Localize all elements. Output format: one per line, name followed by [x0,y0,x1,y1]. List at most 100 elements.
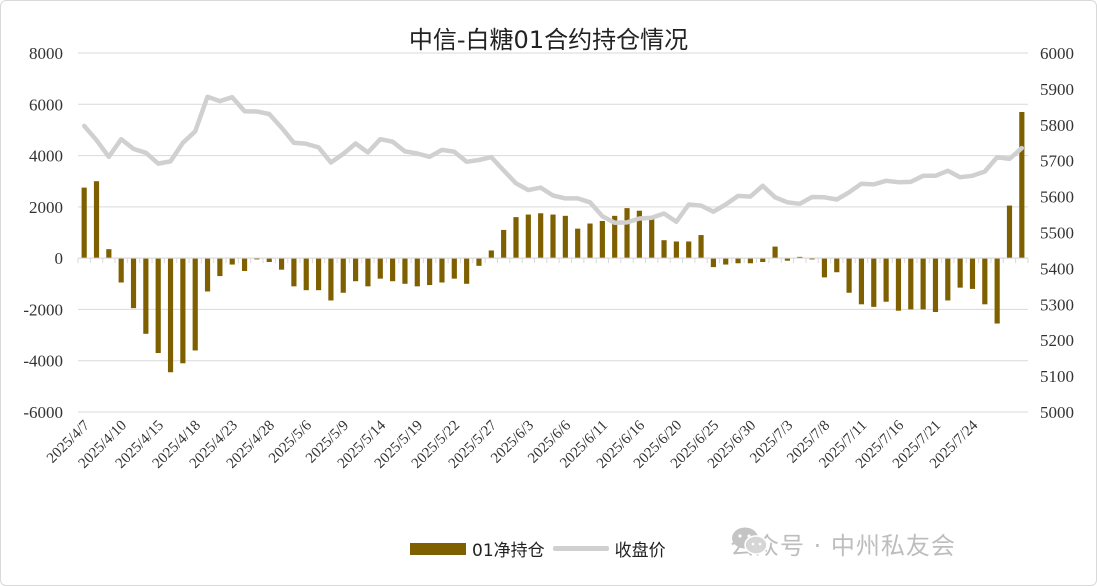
net-position-bar [895,258,902,311]
net-position-bar [414,258,420,287]
legend-swatch-close-price [552,546,609,551]
net-position-bar [1006,205,1013,259]
net-position-bar [291,258,297,287]
net-position-bar [328,258,334,301]
y-right-tick-label: 5800 [1040,116,1074,135]
watermark: 公众号 · 中州私友会 [730,526,956,561]
net-position-bar [575,228,581,259]
net-position-bar [710,258,716,268]
net-position-bar [204,258,211,292]
y-left-tick-label: -6000 [23,403,63,422]
net-position-bar [439,258,445,283]
y-right-tick-label: 5900 [1040,80,1074,99]
net-position-bar [784,258,791,261]
net-position-bar [883,258,889,302]
net-position-bar [106,249,112,259]
net-position-bar [550,214,556,259]
net-position-bar [377,258,383,279]
net-position-bar [488,250,494,259]
net-position-bar [501,229,507,259]
net-position-bar [957,258,963,288]
net-position-bar [760,258,766,262]
net-position-bar [1019,111,1025,259]
net-position-bar [229,258,235,265]
net-position-bar [464,258,470,284]
net-position-bar [673,241,679,259]
y-left-tick-label: 2000 [29,198,63,217]
net-position-bar [982,258,988,305]
wechat-icon [732,527,768,555]
y-right-tick-label: 6000 [1040,44,1074,63]
net-position-bar [538,213,544,259]
y-right-tick-label: 5400 [1040,259,1074,278]
y-left-tick-label: -4000 [23,352,63,371]
net-position-bar [365,258,371,287]
net-position-bar [217,258,223,277]
y-left-tick-label: -2000 [23,300,63,319]
net-position-bar [821,258,828,278]
net-position-bar [402,258,408,284]
net-position-bar [513,217,519,259]
y-right-tick-label: 5100 [1040,367,1074,386]
net-position-bar [81,187,87,259]
net-position-bar [241,258,248,271]
y-right-tick-label: 5300 [1040,295,1074,314]
y-left-tick-label: 0 [55,249,64,268]
net-position-bar [735,258,741,264]
legend-label-net-position: 01净持仓 [472,541,545,561]
net-position-bar [476,258,482,266]
net-position-bars [81,111,1025,373]
net-position-bar [661,240,667,259]
net-position-bar [451,258,457,279]
net-position-bar [723,258,729,265]
net-position-bar [167,258,174,373]
right-axis: 5000 5100 5200 5300 5400 5500 5600 5700 5800 5900… [1040,44,1074,422]
y-left-tick-label: 6000 [29,95,63,114]
y-right-tick-label: 5500 [1040,224,1074,243]
net-position-bar [130,258,137,309]
net-position-bar [303,258,309,291]
net-position-bar [180,258,186,364]
close-price-polyline [81,94,1025,226]
net-position-bar [93,181,100,259]
net-position-bar [945,258,951,301]
net-position-bar [994,258,1000,324]
net-position-bar [920,258,926,310]
net-position-bar [871,258,877,307]
net-position-bar [612,215,618,259]
net-position-bar [624,208,630,259]
y-right-tick-label: 5200 [1040,331,1074,350]
y-right-tick-label: 5000 [1040,403,1074,422]
net-position-bar [266,258,272,262]
net-position-bar [969,258,976,289]
net-position-bar [636,210,642,259]
net-position-bar [525,214,531,259]
chart-title: 中信-白糖01合约持仓情况 [408,26,689,54]
net-position-bar [192,258,198,351]
net-position-bar [809,258,815,260]
net-position-bar [698,235,704,259]
legend: 01净持仓 收盘价 [410,536,666,561]
net-position-bar [858,258,865,305]
net-position-bar [278,258,285,270]
net-position-bar [649,217,655,259]
net-position-bar [143,258,149,334]
net-position-bar [686,241,692,259]
net-position-bar [315,258,322,291]
close-price-line [81,94,1025,226]
net-position-bar [353,258,359,282]
left-axis: -6000 -4000 -2000 0 2000 4000 6000 8000 [23,44,63,422]
net-position-bar [340,258,346,293]
net-position-bar [587,223,593,259]
net-position-bar [908,258,914,310]
legend-swatch-net-position [410,542,466,555]
x-axis: 2025/4/72025/4/102025/4/152025/4/182025/… [44,257,1029,472]
net-position-bar [390,258,396,282]
net-position-bar [772,246,778,259]
net-position-bar [118,258,124,283]
y-left-tick-label: 4000 [29,147,63,166]
net-position-bar [427,258,433,286]
net-position-bar [834,258,840,273]
y-left-tick-label: 8000 [29,44,63,63]
